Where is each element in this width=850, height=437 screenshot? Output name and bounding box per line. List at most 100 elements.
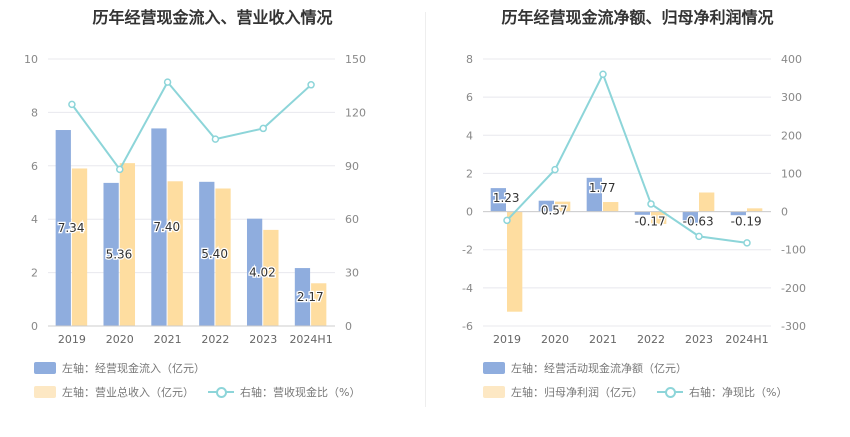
legend-label: 左轴：归母净利润（亿元） bbox=[511, 386, 643, 399]
legend-label: 左轴：营业总收入（亿元） bbox=[62, 386, 194, 399]
chart-title: 历年经营现金流净额、归母净利润情况 bbox=[501, 8, 774, 27]
x-tick-label: 2021 bbox=[589, 333, 617, 346]
x-tick-label: 2020 bbox=[541, 333, 569, 346]
bar bbox=[103, 182, 119, 326]
y-tick-label-right: 30 bbox=[345, 267, 359, 280]
legend-row-1: 左轴：经营现金流入（亿元） bbox=[34, 360, 205, 376]
x-tick-label: 2024H1 bbox=[725, 333, 768, 346]
legend-row-2: 左轴：归母净利润（亿元） 右轴：净现比（%） bbox=[483, 384, 801, 400]
data-label: -0.19 bbox=[731, 215, 762, 229]
chart-plot: 0 2 4 6 8 10 0 30 60 90 120 150 2019 2020 2021 2022 2023… bbox=[24, 53, 366, 346]
legend-item: 左轴：归母净利润（亿元） bbox=[483, 384, 643, 400]
data-label: 0.57 bbox=[541, 204, 568, 218]
x-tick-label: 2022 bbox=[637, 333, 665, 346]
legend-label: 右轴：净现比（%） bbox=[689, 386, 788, 399]
data-label: -0.63 bbox=[683, 215, 714, 229]
legend-item: 左轴：营业总收入（亿元） bbox=[34, 384, 194, 400]
legend-label: 左轴：经营活动现金流净额（亿元） bbox=[511, 362, 687, 375]
bar bbox=[586, 177, 602, 212]
legend-swatch-bar-orange bbox=[483, 386, 505, 398]
bar bbox=[55, 130, 71, 326]
y-tick-label-right: 300 bbox=[781, 91, 802, 104]
legend-label: 左轴：经营现金流入（亿元） bbox=[62, 362, 205, 375]
bar bbox=[634, 211, 650, 215]
y-tick-label-left: -4 bbox=[462, 282, 473, 295]
bar bbox=[555, 201, 571, 212]
y-tick-label-left: 4 bbox=[466, 129, 473, 142]
bar bbox=[682, 211, 698, 224]
legend-label: 右轴：营收现金比（%） bbox=[240, 386, 361, 399]
legend-row-1: 左轴：经营活动现金流净额（亿元） bbox=[483, 360, 687, 376]
legend-item: 右轴：净现比（%） bbox=[657, 384, 787, 400]
y-tick-label-right: 90 bbox=[345, 160, 359, 173]
x-tick-label: 2022 bbox=[201, 333, 229, 346]
y-tick-label-left: 8 bbox=[466, 53, 473, 66]
legend-row-2: 左轴：营业总收入（亿元） 右轴：营收现金比（%） bbox=[34, 384, 374, 400]
bar bbox=[747, 208, 763, 212]
legend-swatch-bar-orange bbox=[34, 386, 56, 398]
x-tick-label: 2023 bbox=[685, 333, 713, 346]
legend-swatch-bar-blue bbox=[483, 362, 505, 374]
bar bbox=[490, 188, 506, 212]
data-label: 5.36 bbox=[106, 247, 133, 261]
bar bbox=[651, 211, 667, 224]
bar bbox=[294, 268, 311, 326]
data-label: -0.17 bbox=[635, 215, 666, 229]
y-tick-label-left: 6 bbox=[466, 91, 473, 104]
bar bbox=[263, 229, 279, 326]
y-tick-label-right: -300 bbox=[781, 320, 806, 333]
y-tick-label-right: 60 bbox=[345, 213, 359, 226]
line-point bbox=[68, 100, 76, 109]
line-point bbox=[551, 165, 559, 174]
y-tick-label-right: 400 bbox=[781, 53, 802, 66]
series-line bbox=[71, 80, 312, 172]
x-tick-label: 2023 bbox=[249, 333, 277, 346]
y-tick-label-left: -6 bbox=[462, 320, 473, 333]
line-point bbox=[116, 165, 124, 174]
bar bbox=[538, 200, 554, 212]
y-tick-label-left: 2 bbox=[466, 167, 473, 180]
legend-swatch-line bbox=[208, 386, 234, 398]
line-point bbox=[743, 239, 751, 247]
line-point bbox=[695, 232, 703, 241]
x-tick-label: 2021 bbox=[154, 333, 182, 346]
bar bbox=[699, 192, 715, 212]
panel-divider bbox=[425, 12, 426, 407]
line-point bbox=[503, 216, 511, 225]
bar bbox=[730, 211, 746, 216]
y-tick-label-right: -100 bbox=[781, 244, 806, 257]
chart-plot: -6 -4 -2 0 2 4 6 8 -300 -200 -100 0 100 200 300 400 2019… bbox=[462, 53, 806, 346]
chart-panel-right: 历年经营现金流净额、归母净利润情况 -6 -4 -2 0 2 4 6 8 -300 -200 -10… bbox=[425, 0, 850, 437]
y-tick-label-left: 10 bbox=[24, 53, 38, 66]
y-tick-label-right: 200 bbox=[781, 129, 802, 142]
x-tick-label: 2024H1 bbox=[289, 333, 332, 346]
y-tick-label-left: 0 bbox=[31, 320, 38, 333]
bar bbox=[151, 128, 167, 326]
bar bbox=[246, 218, 263, 326]
x-tick-label: 2020 bbox=[106, 333, 134, 346]
y-tick-label-left: 2 bbox=[31, 267, 38, 280]
y-tick-label-right: 100 bbox=[781, 167, 802, 180]
line-point bbox=[211, 135, 220, 143]
bar bbox=[507, 211, 523, 312]
y-tick-label-right: -200 bbox=[781, 282, 806, 295]
data-label: 1.77 bbox=[589, 181, 616, 195]
y-tick-label-right: 0 bbox=[781, 206, 788, 219]
bar bbox=[603, 202, 619, 212]
legend-item: 右轴：营收现金比（%） bbox=[208, 384, 360, 400]
data-label: 4.02 bbox=[249, 265, 276, 279]
bar bbox=[215, 188, 231, 326]
bar bbox=[119, 163, 136, 326]
legend-swatch-bar-blue bbox=[34, 362, 56, 374]
x-tick-label: 2019 bbox=[58, 333, 86, 346]
legend-swatch-line bbox=[657, 386, 683, 398]
y-tick-label-left: -2 bbox=[462, 244, 473, 257]
bar bbox=[311, 283, 327, 326]
y-tick-label-left: 0 bbox=[466, 206, 473, 219]
chart-title: 历年经营现金流入、营业收入情况 bbox=[92, 8, 333, 27]
y-tick-label-left: 4 bbox=[31, 213, 38, 226]
line-point bbox=[307, 81, 315, 89]
line-point bbox=[599, 70, 607, 79]
bar bbox=[167, 181, 183, 326]
line-point bbox=[163, 78, 172, 86]
